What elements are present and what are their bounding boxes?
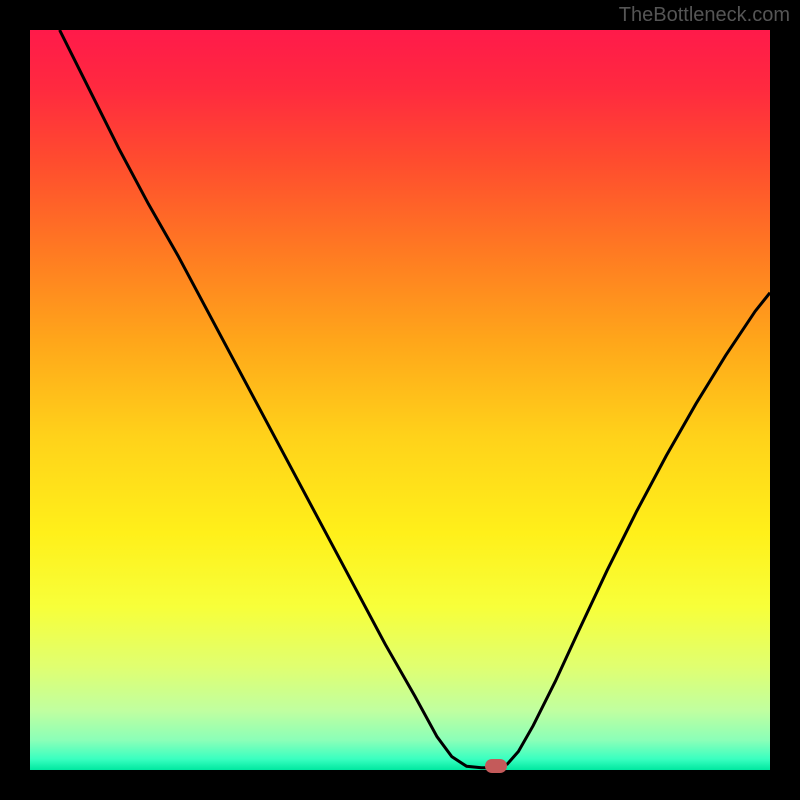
optimal-point-marker — [485, 759, 507, 773]
watermark: TheBottleneck.com — [619, 4, 790, 27]
bottleneck-curve-line — [60, 30, 770, 768]
plot-area — [30, 30, 770, 770]
chart-curve — [30, 30, 770, 770]
